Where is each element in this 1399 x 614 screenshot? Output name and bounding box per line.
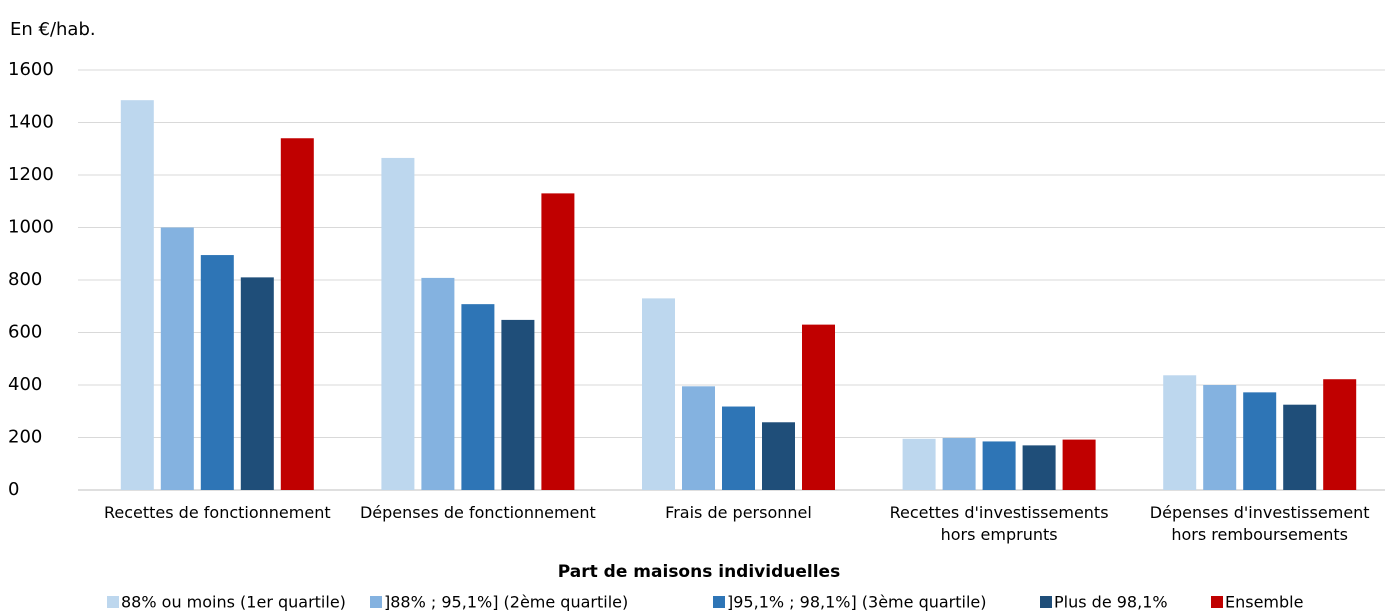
bar bbox=[160, 227, 194, 490]
x-tick-label: Dépenses de fonctionnement bbox=[359, 503, 596, 522]
bar bbox=[421, 277, 455, 490]
x-axis-title: Part de maisons individuelles bbox=[558, 562, 840, 582]
y-tick-label: 600 bbox=[8, 322, 42, 343]
bar bbox=[722, 406, 755, 490]
legend-swatch bbox=[1040, 596, 1052, 608]
bar bbox=[381, 157, 415, 490]
bar bbox=[1243, 392, 1277, 490]
y-tick-label: 1200 bbox=[8, 164, 54, 185]
bar bbox=[1323, 379, 1357, 490]
legend-label: Plus de 98,1% bbox=[1054, 593, 1168, 612]
bar bbox=[1022, 445, 1056, 490]
bar bbox=[1203, 385, 1237, 490]
y-tick-label: 1600 bbox=[8, 59, 54, 80]
bar bbox=[541, 193, 575, 490]
bar bbox=[762, 422, 795, 490]
legend-swatch bbox=[107, 596, 119, 608]
legend-label: Ensemble bbox=[1225, 593, 1303, 612]
bar bbox=[501, 319, 535, 490]
x-tick-label: Recettes d'investissements hors emprunts bbox=[889, 503, 1109, 544]
bar bbox=[240, 277, 274, 490]
bar bbox=[902, 438, 936, 490]
bar bbox=[982, 441, 1016, 490]
bar bbox=[682, 386, 715, 490]
legend-label: ]95,1% ; 98,1%] (3ème quartile) bbox=[727, 593, 987, 612]
x-tick-label: Dépenses d'investissement hors rembourse… bbox=[1149, 503, 1370, 544]
legend-swatch bbox=[713, 596, 725, 608]
x-tick-label: Recettes de fonctionnement bbox=[103, 503, 331, 522]
legend-swatch bbox=[1211, 596, 1223, 608]
bar bbox=[120, 100, 154, 490]
bar bbox=[280, 138, 314, 490]
bar bbox=[642, 298, 675, 490]
bar bbox=[1283, 404, 1317, 490]
bar bbox=[1062, 439, 1096, 490]
legend-label: ]88% ; 95,1%] (2ème quartile) bbox=[384, 593, 628, 612]
bar bbox=[461, 304, 495, 490]
y-tick-label: 400 bbox=[8, 374, 42, 395]
x-tick-label: Frais de personnel bbox=[665, 503, 812, 522]
y-tick-label: 1400 bbox=[8, 112, 54, 133]
y-tick-label: 0 bbox=[8, 479, 19, 500]
y-tick-label: 200 bbox=[8, 427, 42, 448]
bar bbox=[1163, 375, 1197, 490]
bar bbox=[802, 324, 835, 490]
bar bbox=[942, 438, 976, 490]
y-tick-label: 1000 bbox=[8, 217, 54, 238]
legend-label: 88% ou moins (1er quartile) bbox=[121, 593, 346, 612]
bar bbox=[200, 255, 234, 490]
chart-title: En €/hab. bbox=[10, 19, 96, 40]
legend-swatch bbox=[370, 596, 382, 608]
y-tick-label: 800 bbox=[8, 269, 42, 290]
